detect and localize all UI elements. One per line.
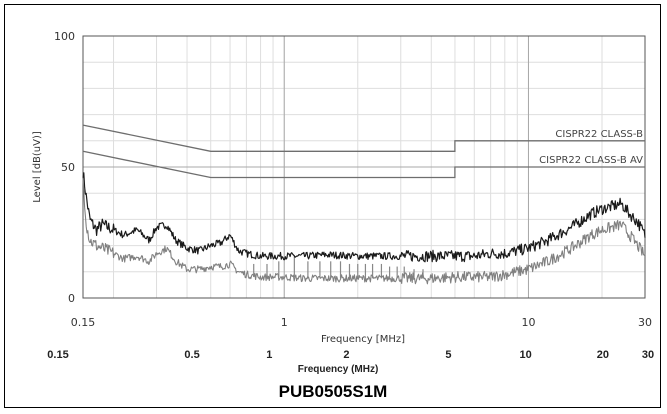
secondary-x-tick-label: 1 <box>266 349 272 361</box>
limit-line-label: CISPR22 CLASS-B AV <box>539 155 643 166</box>
limit-line <box>82 124 645 152</box>
chart-title: PUB0505S1M <box>279 382 388 401</box>
limit-lines: CISPR22 CLASS-B CISPR22 CLASS-B AV <box>82 124 645 179</box>
data-series-line <box>82 172 646 263</box>
secondary-x-tick-labels: 0.15 0.5 1 2 5 10 20 30 <box>47 349 654 361</box>
secondary-x-tick-label: 10 <box>520 349 532 361</box>
x-tick-label: 10 <box>521 316 535 329</box>
x-tick-label: 0.15 <box>71 316 96 329</box>
secondary-x-tick-label: 30 <box>642 349 654 361</box>
y-tick-label: 100 <box>54 30 75 43</box>
secondary-x-tick-label: 5 <box>445 349 451 361</box>
secondary-x-tick-label: 2 <box>343 349 349 361</box>
limit-line <box>82 150 645 179</box>
x-tick-label: 30 <box>638 316 652 329</box>
x-tick-label: 1 <box>281 316 288 329</box>
x-tick-labels: 0.15 1 10 30 <box>71 316 652 329</box>
spike-markers <box>253 256 424 279</box>
data-series-line <box>82 177 646 285</box>
limit-line-label: CISPR22 CLASS-B <box>555 129 643 140</box>
x-axis-label: Frequency [MHz] <box>321 334 405 345</box>
measurement-series <box>82 172 646 285</box>
secondary-x-tick-label: 0.5 <box>184 349 199 361</box>
y-tick-label: 50 <box>61 161 75 174</box>
y-tick-label: 0 <box>68 292 75 305</box>
secondary-x-tick-label: 20 <box>597 349 609 361</box>
y-axis-label: Level [dB(uV)] <box>32 131 43 203</box>
y-tick-labels: 0 50 100 <box>54 30 75 305</box>
secondary-x-tick-label: 0.15 <box>47 349 68 361</box>
secondary-x-axis-label: Frequency (MHz) <box>298 364 379 375</box>
